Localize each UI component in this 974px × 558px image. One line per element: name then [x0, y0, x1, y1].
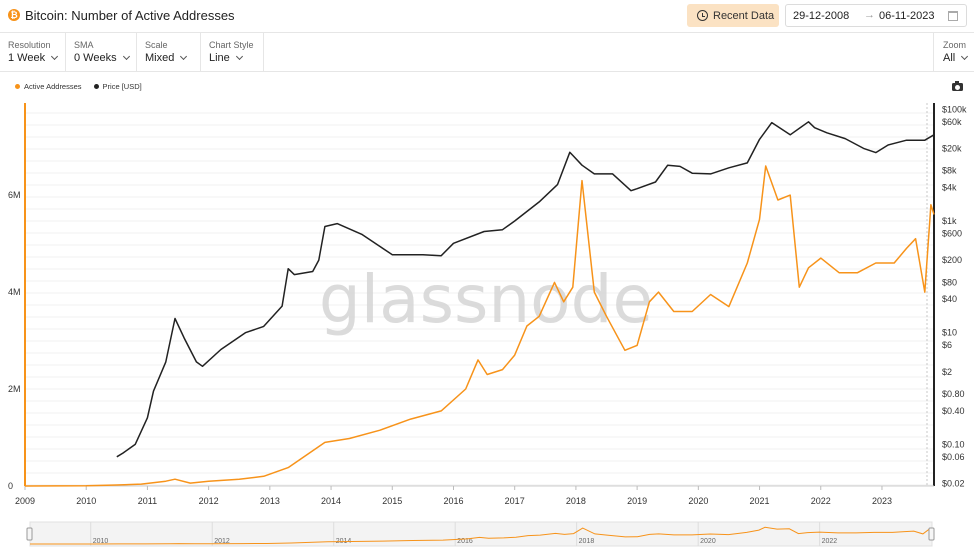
- camera-icon[interactable]: [952, 81, 963, 91]
- x-tick-label: 2010: [76, 496, 96, 506]
- resolution-label: Resolution: [8, 40, 51, 50]
- navigator-tick-label: 2010: [93, 538, 109, 545]
- series-line-price: [116, 121, 935, 458]
- x-tick-label: 2014: [321, 496, 341, 506]
- right-tick-label: $0.10: [942, 439, 965, 449]
- date-to[interactable]: 06-11-2023: [879, 10, 935, 22]
- x-tick-label: 2015: [382, 496, 402, 506]
- right-tick-label: $4k: [942, 182, 957, 192]
- x-tick-label: 2022: [811, 496, 831, 506]
- zoom-value: All: [943, 52, 956, 64]
- navigator-track[interactable]: [29, 521, 933, 547]
- sma-select[interactable]: SMA 0 Weeks: [66, 33, 137, 71]
- legend-label-price: Price [USD]: [102, 82, 142, 91]
- left-tick-label: 6M: [8, 190, 21, 200]
- chart-style-value: Line: [209, 52, 230, 64]
- right-tick-label: $1k: [942, 216, 957, 226]
- arrow-right-icon: →: [864, 9, 875, 21]
- right-tick-label: $0.06: [942, 452, 965, 462]
- right-tick-label: $8k: [942, 166, 957, 176]
- page-title: Bitcoin: Number of Active Addresses: [25, 8, 235, 23]
- x-tick-label: 2016: [443, 496, 463, 506]
- x-tick-label: 2013: [260, 496, 280, 506]
- x-tick-label: 2017: [505, 496, 525, 506]
- x-tick-label: 2009: [15, 496, 35, 506]
- date-from[interactable]: 29-12-2008: [793, 10, 850, 22]
- navigator-right-handle[interactable]: [928, 527, 935, 541]
- gridlines: [25, 112, 934, 486]
- legend-dot-active-addresses: [15, 84, 20, 89]
- chart-legend: Active Addresses Price [USD]: [15, 82, 142, 91]
- recent-data-button[interactable]: Recent Data: [687, 4, 779, 27]
- date-range-picker[interactable]: 29-12-2008 → 06-11-2023: [785, 4, 967, 27]
- scale-label: Scale: [145, 40, 168, 50]
- resolution-value: 1 Week: [8, 52, 46, 64]
- right-axis-ticks: $100k $60k $20k $8k $4k $1k $600 $200 $80 $40 $10 $…: [942, 104, 967, 488]
- legend-dot-price: [93, 84, 99, 89]
- x-tick-label: 2012: [199, 496, 219, 506]
- right-tick-label: $0.40: [942, 406, 965, 416]
- right-tick-label: $60k: [942, 117, 962, 127]
- right-tick-label: $20k: [942, 143, 962, 153]
- sma-value: 0 Weeks: [74, 52, 117, 64]
- zoom-select[interactable]: Zoom All: [933, 33, 974, 71]
- right-tick-label: $40: [942, 294, 957, 304]
- series-line-active-addresses: [24, 165, 935, 487]
- right-tick-label: $0.80: [942, 389, 965, 399]
- x-tick-label: 2021: [750, 496, 770, 506]
- right-tick-label: $100k: [942, 104, 967, 114]
- right-tick-label: $600: [942, 228, 962, 238]
- x-tick-label: 2020: [688, 496, 708, 506]
- legend-item-price[interactable]: Price [USD]: [93, 82, 142, 91]
- right-tick-label: $2: [942, 367, 952, 377]
- x-axis-ticks: 2009 2010 2011 2012 2013 2014 2015 2016 2017 2018…: [15, 486, 892, 506]
- watermark: glassnode: [319, 261, 653, 338]
- left-tick-label: 4M: [8, 287, 21, 297]
- navigator-left-handle[interactable]: [26, 527, 33, 541]
- x-tick-label: 2018: [566, 496, 586, 506]
- right-tick-label: $6: [942, 340, 952, 350]
- left-tick-label: 2M: [8, 384, 21, 394]
- legend-item-active-addresses[interactable]: Active Addresses: [15, 82, 82, 91]
- right-tick-label: $10: [942, 328, 957, 338]
- scale-select[interactable]: Scale Mixed: [137, 33, 201, 71]
- chart-style-label: Chart Style: [209, 40, 254, 50]
- chart-style-select[interactable]: Chart Style Line: [201, 33, 264, 71]
- range-navigator[interactable]: 2010 2012 2014 2016 2018 2020 2022: [26, 521, 935, 547]
- zoom-label: Zoom: [943, 40, 967, 50]
- header-bar: ₿ Bitcoin: Number of Active Addresses Re…: [0, 0, 974, 33]
- left-tick-label: 0: [8, 481, 13, 491]
- x-tick-label: 2023: [872, 496, 892, 506]
- navigator-series-line: [30, 526, 933, 545]
- legend-label-active-addresses: Active Addresses: [24, 82, 82, 91]
- navigator-tick-label: 2020: [700, 538, 716, 545]
- bitcoin-icon: ₿: [8, 9, 20, 21]
- x-tick-label: 2019: [627, 496, 647, 506]
- scale-value: Mixed: [145, 52, 175, 64]
- sma-label: SMA: [74, 40, 94, 50]
- navigator-tick-label: 2012: [214, 538, 230, 545]
- navigator-tick-label: 2022: [822, 538, 838, 545]
- right-tick-label: $80: [942, 277, 957, 287]
- left-axis-ticks: 0 2M 4M 6M: [8, 190, 21, 491]
- resolution-select[interactable]: Resolution 1 Week: [0, 33, 66, 71]
- chart-controls: Resolution 1 Week SMA 0 Weeks Scale Mixe…: [0, 33, 974, 72]
- x-tick-label: 2011: [138, 496, 157, 506]
- right-tick-label: $0.02: [942, 478, 965, 488]
- navigator-tick-label: 2018: [579, 538, 595, 545]
- right-tick-label: $200: [942, 255, 962, 265]
- navigator-tick-label: 2016: [457, 538, 473, 545]
- recent-data-label: Recent Data: [713, 9, 775, 22]
- clock-icon: [697, 10, 708, 21]
- calendar-icon[interactable]: [948, 11, 958, 21]
